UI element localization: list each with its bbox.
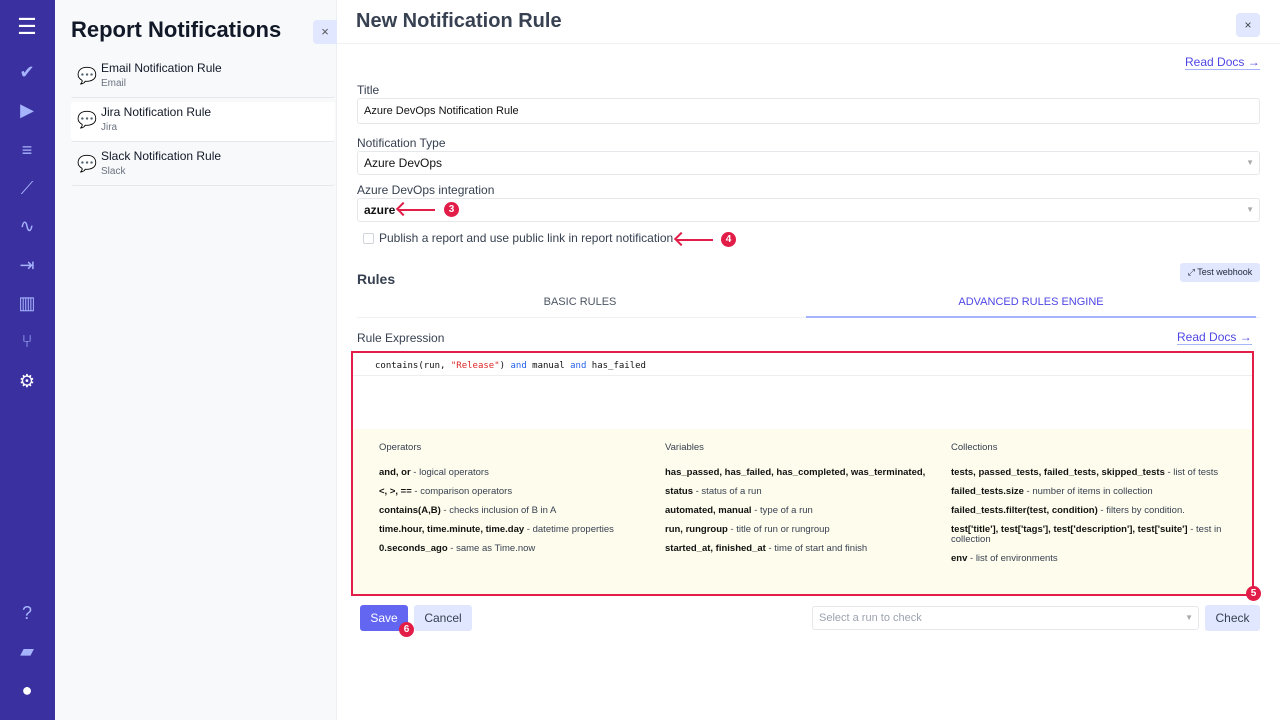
test-webhook-button[interactable]: ⤢ Test webhook: [1180, 263, 1260, 282]
webhook-icon: ⤢: [1187, 267, 1198, 277]
help-row: tests, passed_tests, failed_tests, skipp…: [951, 467, 1219, 478]
rule-expression-label: Rule Expression: [357, 331, 445, 345]
chevron-down-icon: ▼: [1246, 158, 1254, 167]
help-panel: Operators and, or - logical operators <, >…: [353, 429, 1252, 594]
check-icon[interactable]: ✔: [19, 62, 35, 82]
read-docs-link[interactable]: Read Docs →: [1185, 55, 1260, 70]
editor-divider: [353, 375, 1252, 376]
help-row: <, >, == - comparison operators: [379, 486, 513, 497]
help-row: automated, manual - type of a run: [665, 505, 813, 516]
list-item[interactable]: 💬 Email Notification Rule Email: [71, 58, 335, 98]
item-type: Email: [101, 78, 127, 89]
select-value: Azure DevOps: [364, 156, 443, 170]
help-row: run, rungroup - title of run or rungroup: [665, 524, 830, 535]
help-row: 0.seconds_ago - same as Time.now: [379, 543, 536, 554]
annotation-4: 4: [721, 232, 736, 247]
cancel-button[interactable]: Cancel: [414, 605, 472, 631]
help-row: time.hour, time.minute, time.day - datet…: [379, 524, 614, 535]
app-sidebar: ☰ ✔ ▶ ≡ ⟋ ∿ ⇥ ▥ ⑂ ⚙ ? ▰ ●: [0, 0, 55, 720]
help-row: status - status of a run: [665, 486, 762, 497]
menu-icon[interactable]: ☰: [17, 14, 37, 39]
folder-icon[interactable]: ▰: [20, 641, 34, 661]
rule-expression-editor[interactable]: contains(run, "Release") and manual and …: [351, 351, 1254, 596]
chevron-down-icon: ▼: [1246, 205, 1254, 214]
annotation-6: 6: [399, 622, 414, 637]
gear-icon[interactable]: ⚙: [18, 371, 36, 391]
import-icon[interactable]: ⇥: [19, 255, 35, 275]
run-select[interactable]: Select a run to check ▼: [812, 606, 1199, 630]
branch-icon[interactable]: ⑂: [21, 331, 33, 351]
item-type: Jira: [101, 122, 118, 133]
annotation-5: 5: [1246, 586, 1261, 601]
help-row: failed_tests.filter(test, condition) - f…: [951, 505, 1185, 516]
annotation-3: 3: [444, 202, 459, 217]
title-label: Title: [357, 83, 380, 97]
help-row: has_passed, has_failed, has_completed, w…: [665, 467, 926, 478]
item-title: Email Notification Rule: [101, 61, 222, 75]
notification-type-select[interactable]: Azure DevOps ▼: [357, 151, 1260, 175]
close-button[interactable]: ×: [1236, 13, 1260, 37]
type-label: Notification Type: [357, 136, 446, 150]
code-line: contains(run, "Release") and manual and …: [375, 361, 646, 371]
user-avatar-icon[interactable]: ●: [21, 680, 33, 700]
button-label: Test webhook: [1197, 267, 1253, 277]
operators-column: Operators and, or - logical operators <, >…: [379, 443, 659, 563]
pulse-icon[interactable]: ∿: [19, 216, 35, 236]
rules-heading: Rules: [357, 271, 396, 287]
integration-label: Azure DevOps integration: [357, 183, 495, 197]
rule-read-docs-link[interactable]: Read Docs →: [1177, 330, 1252, 345]
annotation-arrow: [399, 209, 435, 211]
variables-column: Variables has_passed, has_failed, has_com…: [665, 443, 945, 563]
integration-select[interactable]: azure ▼: [357, 198, 1260, 222]
divider: [337, 43, 1280, 44]
checklist-icon[interactable]: ≡: [21, 140, 33, 160]
play-icon[interactable]: ▶: [20, 100, 34, 120]
annotation-arrow: [677, 239, 713, 241]
list-item[interactable]: 💬 Jira Notification Rule Jira: [71, 102, 335, 142]
help-row: test['title'], test['tags'], test['descr…: [951, 524, 1222, 545]
rule-form: New Notification Rule × Read Docs → Titl…: [337, 0, 1280, 720]
chat-bubble-icon: 💬: [77, 112, 97, 129]
item-title: Slack Notification Rule: [101, 149, 222, 163]
tab-advanced-rules[interactable]: ADVANCED RULES ENGINE: [958, 296, 1104, 308]
chat-bubble-icon: 💬: [77, 68, 97, 85]
column-title: Collections: [951, 442, 998, 453]
chevron-down-icon: ▼: [1185, 613, 1193, 622]
collections-column: Collections tests, passed_tests, failed_t…: [951, 443, 1241, 573]
active-tab-indicator: [806, 316, 1256, 318]
page-title: New Notification Rule: [356, 10, 562, 32]
select-placeholder: Select a run to check: [819, 612, 922, 624]
publish-label: Publish a report and use public link in …: [379, 231, 674, 245]
help-row: contains(A,B) - checks inclusion of B in…: [379, 505, 557, 516]
help-row: and, or - logical operators: [379, 467, 489, 478]
help-row: started_at, finished_at - time of start …: [665, 543, 868, 554]
help-icon[interactable]: ?: [21, 603, 32, 623]
item-title: Jira Notification Rule: [101, 105, 212, 119]
panel-close-button[interactable]: ×: [313, 20, 337, 44]
chart-icon[interactable]: ▥: [18, 293, 36, 313]
notifications-panel: Report Notifications × 💬 Email Notificat…: [55, 0, 337, 720]
steps-icon[interactable]: ⟋: [20, 178, 34, 198]
chat-bubble-icon: 💬: [77, 156, 97, 173]
publish-checkbox[interactable]: [363, 233, 374, 244]
item-type: Slack: [101, 166, 126, 177]
select-value: azure: [364, 203, 396, 217]
column-title: Variables: [665, 442, 704, 453]
help-row: failed_tests.size - number of items in c…: [951, 486, 1153, 497]
column-title: Operators: [379, 442, 422, 453]
help-row: env - list of environments: [951, 553, 1058, 564]
list-item[interactable]: 💬 Slack Notification Rule Slack: [71, 146, 335, 186]
panel-title: Report Notifications: [71, 17, 282, 42]
tab-basic-rules[interactable]: BASIC RULES: [543, 296, 617, 308]
check-button[interactable]: Check: [1205, 605, 1260, 631]
title-input[interactable]: Azure DevOps Notification Rule: [357, 98, 1260, 124]
